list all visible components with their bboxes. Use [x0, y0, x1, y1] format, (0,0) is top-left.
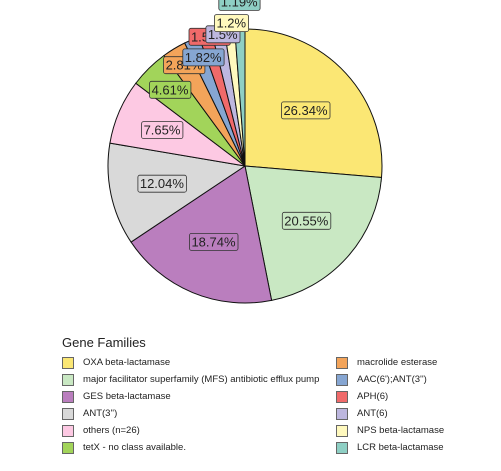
legend-item: macrolide esterase	[336, 354, 444, 371]
slice-label: 1.19%	[218, 0, 261, 11]
legend-swatch	[62, 441, 74, 454]
legend-label: OXA beta-lactamase	[83, 357, 171, 368]
slice-label-text: 7.65%	[144, 123, 181, 138]
slice-label: 18.74%	[189, 232, 239, 251]
pie-chart: 26.34%20.55%18.74%12.04%7.65%4.61%2.81%1…	[107, 0, 383, 304]
slice-label: 12.04%	[137, 174, 187, 193]
legend-swatch	[336, 441, 348, 454]
slice-label-text: 1.2%	[216, 16, 246, 31]
legend-swatch	[336, 390, 348, 403]
legend-swatch	[336, 373, 348, 386]
legend-item: others (n=26)	[62, 422, 319, 439]
legend-item: GES beta-lactamase	[62, 388, 319, 405]
legend-label: tetX - no class available.	[83, 442, 186, 453]
legend-title: Gene Families	[62, 335, 146, 350]
legend-label: others (n=26)	[83, 425, 140, 436]
slice-label-box	[141, 121, 184, 139]
legend-swatch	[62, 407, 74, 420]
legend-item: major facilitator superfamily (MFS) anti…	[62, 371, 319, 388]
slice-label-text: 1.19%	[221, 0, 258, 9]
slice-label: 26.34%	[281, 101, 331, 120]
pie-slice	[107, 142, 247, 243]
legend-label: GES beta-lactamase	[83, 391, 171, 402]
legend-item: NPS beta-lactamase	[336, 422, 444, 439]
slice-label: 7.65%	[141, 121, 184, 139]
pie-slice	[244, 165, 383, 301]
slice-label: 1.2%	[214, 14, 249, 33]
legend-label: major facilitator superfamily (MFS) anti…	[83, 374, 320, 385]
slice-label-box	[281, 101, 331, 120]
slice-label-text: 1.82%	[185, 50, 222, 65]
legend-label: macrolide esterase	[357, 357, 438, 368]
slice-label-box	[214, 14, 249, 33]
legend-label: ANT(3'')	[83, 408, 118, 419]
legend-swatch	[336, 424, 348, 437]
slice-label-text: 12.04%	[140, 176, 185, 191]
slice-label-box	[182, 48, 225, 67]
slice-label-text: 4.61%	[152, 82, 189, 97]
slice-label: 20.55%	[281, 211, 332, 230]
legend-swatch	[336, 356, 348, 369]
slice-label: 1.82%	[182, 48, 225, 67]
legend-column-right: macrolide esterase AAC(6');ANT(3'') APH(6)…	[336, 354, 444, 456]
legend-item: tetX - no class available.	[62, 439, 319, 456]
legend-item: ANT(6)	[336, 405, 444, 422]
legend-label: LCR beta-lactamase	[357, 442, 444, 453]
legend-item: APH(6)	[336, 388, 444, 405]
slice-label-text: 26.34%	[283, 103, 328, 118]
legend-item: LCR beta-lactamase	[336, 439, 444, 456]
slice-label-text: 20.55%	[284, 213, 329, 228]
legend-swatch	[336, 407, 348, 420]
slice-label-box	[218, 0, 261, 11]
slice-label-box	[137, 174, 187, 193]
legend-item: OXA beta-lactamase	[62, 354, 319, 371]
legend-label: APH(6)	[357, 391, 389, 402]
legend-swatch	[62, 390, 74, 403]
legend-item: ANT(3'')	[62, 405, 319, 422]
legend-label: NPS beta-lactamase	[357, 425, 445, 436]
legend-item: AAC(6');ANT(3'')	[336, 371, 444, 388]
legend-swatch	[62, 356, 74, 369]
legend-swatch	[62, 424, 74, 437]
legend-label: ANT(6)	[357, 408, 388, 419]
slice-label: 4.61%	[149, 80, 192, 99]
legend-column-left: OXA beta-lactamase major facilitator supe…	[62, 354, 319, 456]
legend-swatch	[62, 373, 74, 386]
slice-label-box	[149, 80, 192, 99]
slice-label-box	[189, 232, 239, 251]
slice-label-box	[281, 211, 332, 230]
slice-label-text: 18.74%	[191, 234, 236, 249]
legend-label: AAC(6');ANT(3'')	[357, 374, 427, 385]
